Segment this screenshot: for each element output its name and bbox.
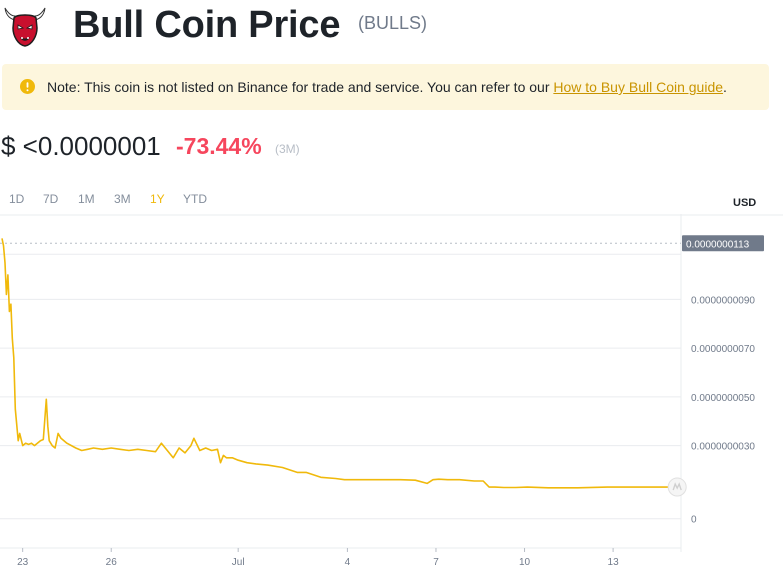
current-price: $ <0.0000001 <box>1 131 161 161</box>
last-value-badge <box>682 235 764 252</box>
x-tick-label: 10 <box>519 557 531 568</box>
how-to-buy-link[interactable]: How to Buy Bull Coin guide <box>553 79 724 95</box>
y-tick-label: 0.0000000090 <box>691 295 755 306</box>
coin-symbol: (BULLS) <box>358 13 428 33</box>
warning-icon <box>20 79 35 94</box>
x-tick-label: 23 <box>17 557 29 568</box>
price-change: -73.44% <box>176 133 262 159</box>
y-tick-label: 0.0000000050 <box>691 393 755 404</box>
page-header: Bull Coin Price (BULLS) <box>0 0 783 56</box>
last-value-label: 0.0000000113 <box>686 239 750 250</box>
price-chart-svg: 0 0.0000000030 0.0000000050 0.0000000070 0.0… <box>0 214 783 568</box>
x-tick-label: 4 <box>345 557 351 568</box>
bull-head-icon <box>4 7 46 47</box>
change-period: (3M) <box>275 142 300 156</box>
range-1y-button[interactable]: 1Y <box>150 192 165 206</box>
y-tick-label: 0 <box>691 515 697 526</box>
currency-label: USD <box>733 197 757 209</box>
price-line <box>1 238 670 489</box>
x-tick-label: Jul <box>232 557 245 568</box>
notice-text: Note: This coin is not listed on Binance… <box>47 79 727 95</box>
watermark-glyph <box>672 482 682 491</box>
y-tick-label: 0.0000000070 <box>691 344 755 355</box>
notice-message: Note: This coin is not listed on Binance… <box>47 79 554 95</box>
price-chart[interactable]: 0 0.0000000030 0.0000000050 0.0000000070 0.0… <box>0 214 783 575</box>
notice-suffix: . <box>723 79 727 95</box>
x-tick-label: 7 <box>433 557 439 568</box>
x-tick-label: 26 <box>106 557 118 568</box>
y-tick-label: 0.0000000030 <box>691 442 755 453</box>
x-tick-label: 13 <box>608 557 620 568</box>
range-7d-button[interactable]: 7D <box>43 192 59 206</box>
range-3m-button[interactable]: 3M <box>114 192 131 206</box>
range-1d-button[interactable]: 1D <box>9 192 25 206</box>
range-1m-button[interactable]: 1M <box>78 192 95 206</box>
page-title: Bull Coin Price <box>73 4 341 46</box>
notice-banner: Note: This coin is not listed on Binance… <box>2 64 769 110</box>
range-ytd-button[interactable]: YTD <box>183 192 207 206</box>
